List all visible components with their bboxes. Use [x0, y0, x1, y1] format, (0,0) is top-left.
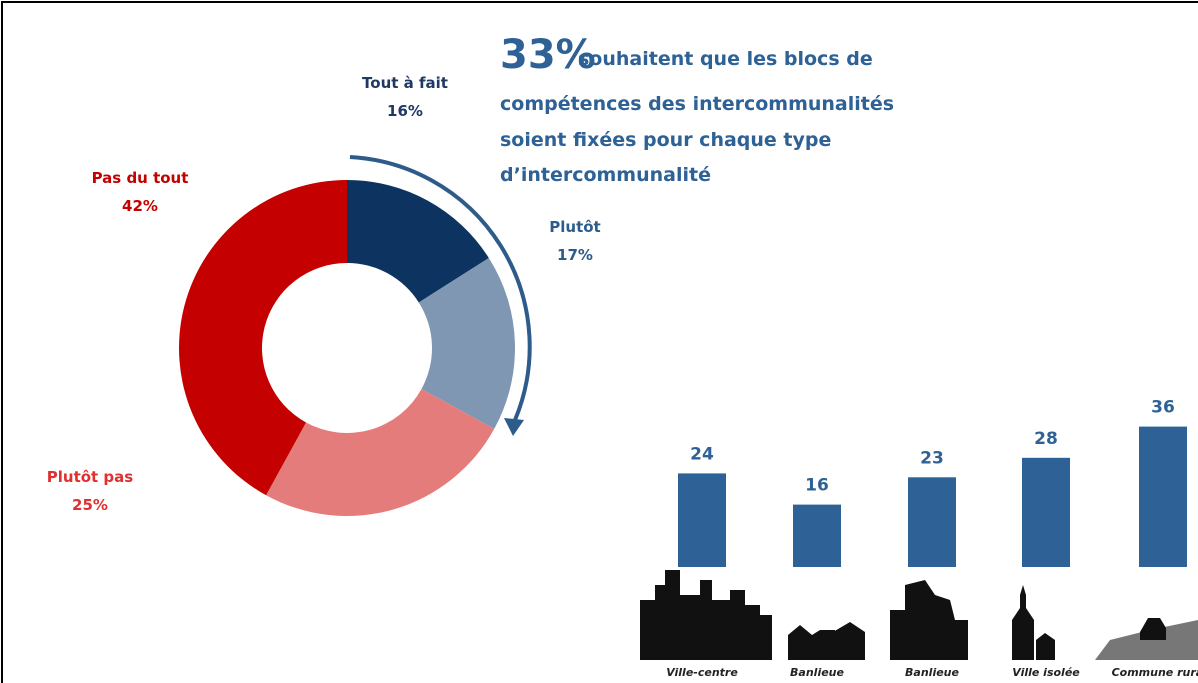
x-tick-label: Ville isolée	[1012, 666, 1080, 679]
segment-value-label: 16%	[387, 102, 423, 120]
segment-label: Plutôt pas	[47, 468, 134, 486]
bar-value-label: 16	[805, 476, 829, 496]
x-tick-label: Banlieue	[905, 666, 959, 679]
slide: 33% souhaitent que les blocs de compéten…	[0, 0, 1198, 683]
headline-line: compétences des intercommunalités	[500, 93, 894, 115]
x-tick-label: Commune rurale	[1112, 666, 1198, 679]
bar-value-label: 36	[1151, 398, 1175, 418]
segment-label: Plutôt	[549, 218, 600, 236]
x-tick-label: Ville-centre	[666, 666, 738, 679]
bar	[678, 473, 726, 567]
bar-value-label: 23	[920, 448, 944, 468]
headline-line: souhaitent que les blocs de	[578, 48, 873, 70]
segment-value-label: 42%	[122, 197, 158, 215]
bar-value-label: 24	[690, 444, 714, 464]
bar	[1139, 427, 1187, 567]
segment-value-label: 25%	[72, 496, 108, 514]
bar-value-label: 28	[1034, 429, 1058, 449]
bar	[1022, 458, 1070, 567]
segment-label: Tout à fait	[362, 74, 448, 92]
segment-label: Pas du tout	[92, 169, 189, 187]
bar	[793, 505, 841, 567]
x-tick-label: Banlieue	[790, 666, 844, 679]
headline-line: d’intercommunalité	[500, 164, 711, 186]
segment-value-label: 17%	[557, 246, 593, 264]
headline-line: soient fixées pour chaque type	[500, 129, 831, 151]
bar	[908, 477, 956, 567]
